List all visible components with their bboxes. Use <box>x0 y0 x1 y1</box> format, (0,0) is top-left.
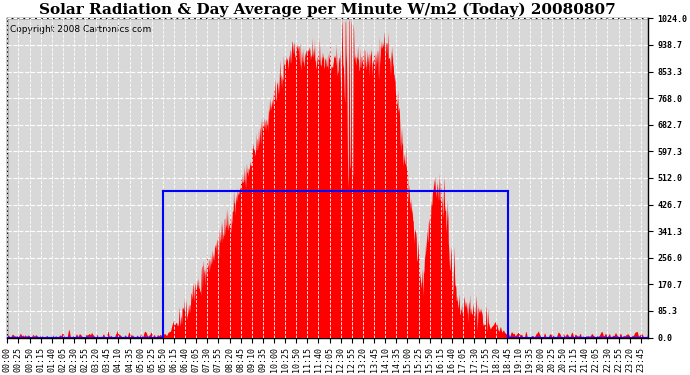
Title: Solar Radiation & Day Average per Minute W/m2 (Today) 20080807: Solar Radiation & Day Average per Minute… <box>39 3 615 17</box>
Text: Copyright 2008 Cartronics.com: Copyright 2008 Cartronics.com <box>10 25 152 34</box>
